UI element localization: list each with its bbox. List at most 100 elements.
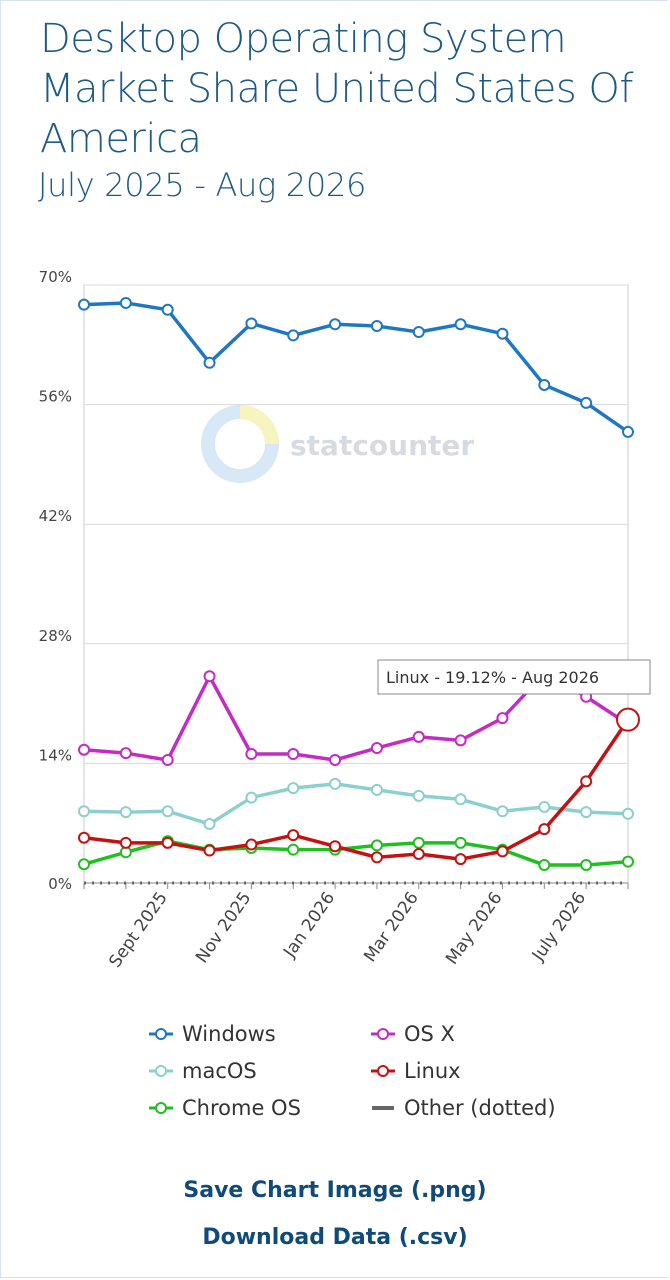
legend-marker-icon xyxy=(149,1028,173,1040)
data-point xyxy=(622,807,634,820)
data-point xyxy=(329,753,342,766)
series-macos xyxy=(78,777,634,831)
legend-item[interactable]: Other (dotted) xyxy=(370,1096,556,1120)
x-tick-label: May 2026 xyxy=(442,888,506,968)
series-line xyxy=(83,782,629,826)
data-point xyxy=(496,712,509,725)
data-point xyxy=(496,845,509,858)
legend-label: Windows xyxy=(182,1022,276,1046)
data-point xyxy=(245,317,258,330)
data-point xyxy=(78,831,90,844)
data-point xyxy=(538,859,551,872)
data-point xyxy=(622,425,634,438)
legend-item[interactable]: Chrome OS xyxy=(148,1096,301,1120)
statcounter-watermark-text: statcounter xyxy=(290,429,474,462)
data-point xyxy=(287,829,300,842)
data-point xyxy=(580,396,593,409)
legend-label: Other (dotted) xyxy=(404,1096,556,1120)
data-point xyxy=(203,670,216,683)
data-point xyxy=(119,296,132,309)
data-point xyxy=(78,805,90,818)
download-data-link[interactable]: Download Data (.csv) xyxy=(202,1225,468,1250)
data-point xyxy=(538,378,551,391)
data-point xyxy=(245,791,258,804)
legend-label: Linux xyxy=(404,1059,461,1083)
data-point xyxy=(245,838,258,851)
page-title: Desktop Operating System Market Share Un… xyxy=(40,16,634,162)
statcounter-logo-icon xyxy=(201,405,279,483)
legend-label: OS X xyxy=(404,1022,455,1046)
data-point xyxy=(496,327,509,340)
data-point xyxy=(161,303,174,316)
data-point xyxy=(580,806,593,819)
series-line xyxy=(83,301,629,434)
data-point xyxy=(370,742,383,755)
legend-item[interactable]: Windows xyxy=(148,1022,276,1046)
x-tick-label: Mar 2026 xyxy=(360,888,423,966)
statcounter-watermark: statcounter xyxy=(201,405,474,483)
data-point xyxy=(454,793,467,806)
data-point xyxy=(580,859,593,872)
y-tick-label: 0% xyxy=(48,875,72,893)
data-point xyxy=(78,858,90,871)
legend-item[interactable]: macOS xyxy=(148,1059,257,1083)
line-chart: statcounter 0% 14% 28% 42% 56% 70% Sept 2025 No… xyxy=(39,268,651,971)
data-point xyxy=(287,748,300,761)
x-tick-label: Nov 2025 xyxy=(192,888,255,967)
save-chart-image-link[interactable]: Save Chart Image (.png) xyxy=(183,1178,487,1203)
tooltip-box xyxy=(377,659,651,695)
data-point xyxy=(287,843,300,856)
y-tick-label: 14% xyxy=(39,746,72,764)
data-point xyxy=(412,789,425,802)
chart-tooltip: Linux - 19.12% - Aug 2026 xyxy=(377,659,651,695)
data-point xyxy=(454,734,467,747)
legend-marker-icon xyxy=(149,1102,173,1114)
series-windows xyxy=(78,296,634,438)
legend-marker-icon xyxy=(149,1065,173,1077)
data-point xyxy=(538,823,551,836)
y-tick-label: 56% xyxy=(39,388,72,406)
series-linux xyxy=(78,707,640,866)
data-point xyxy=(245,748,258,761)
chart-grid xyxy=(83,284,629,884)
plot-area-border xyxy=(83,284,629,884)
series-line xyxy=(83,718,630,861)
data-point xyxy=(538,800,551,813)
data-point xyxy=(119,806,132,819)
legend-label: Chrome OS xyxy=(182,1096,301,1120)
page-subtitle: July 2025 - Aug 2026 xyxy=(38,166,367,204)
chart-legend: Windows OS X macOS Linux Chrome OS Other (dot… xyxy=(0,1016,670,1136)
x-tick-label: July 2026 xyxy=(528,888,590,965)
y-tick-label: 42% xyxy=(39,507,72,525)
data-point xyxy=(454,318,467,331)
tooltip-text: Linux - 19.12% - Aug 2026 xyxy=(386,668,599,687)
data-point xyxy=(203,844,216,857)
data-point xyxy=(287,782,300,795)
data-point xyxy=(622,855,634,868)
data-point xyxy=(412,847,425,860)
data-point xyxy=(329,318,342,331)
chart-series xyxy=(78,296,640,885)
data-point xyxy=(329,777,342,790)
statcounter-logo-accent xyxy=(239,405,279,445)
legend-item[interactable]: OS X xyxy=(370,1022,455,1046)
legend-marker-icon xyxy=(371,1065,395,1077)
data-point xyxy=(370,783,383,796)
data-point xyxy=(287,329,300,342)
data-point xyxy=(161,753,174,766)
data-point xyxy=(370,839,383,852)
data-point xyxy=(412,836,425,849)
x-tick-label: Sept 2025 xyxy=(105,888,171,971)
data-point xyxy=(78,743,90,756)
data-point xyxy=(454,853,467,866)
data-point xyxy=(119,747,132,760)
y-tick-label: 70% xyxy=(39,268,72,286)
data-point xyxy=(161,805,174,818)
data-point xyxy=(329,840,342,853)
data-point xyxy=(412,325,425,338)
legend-item[interactable]: Linux xyxy=(370,1059,461,1083)
legend-label: macOS xyxy=(182,1059,257,1083)
y-tick-label: 28% xyxy=(39,627,72,645)
data-point xyxy=(78,298,90,311)
data-point xyxy=(161,836,174,849)
